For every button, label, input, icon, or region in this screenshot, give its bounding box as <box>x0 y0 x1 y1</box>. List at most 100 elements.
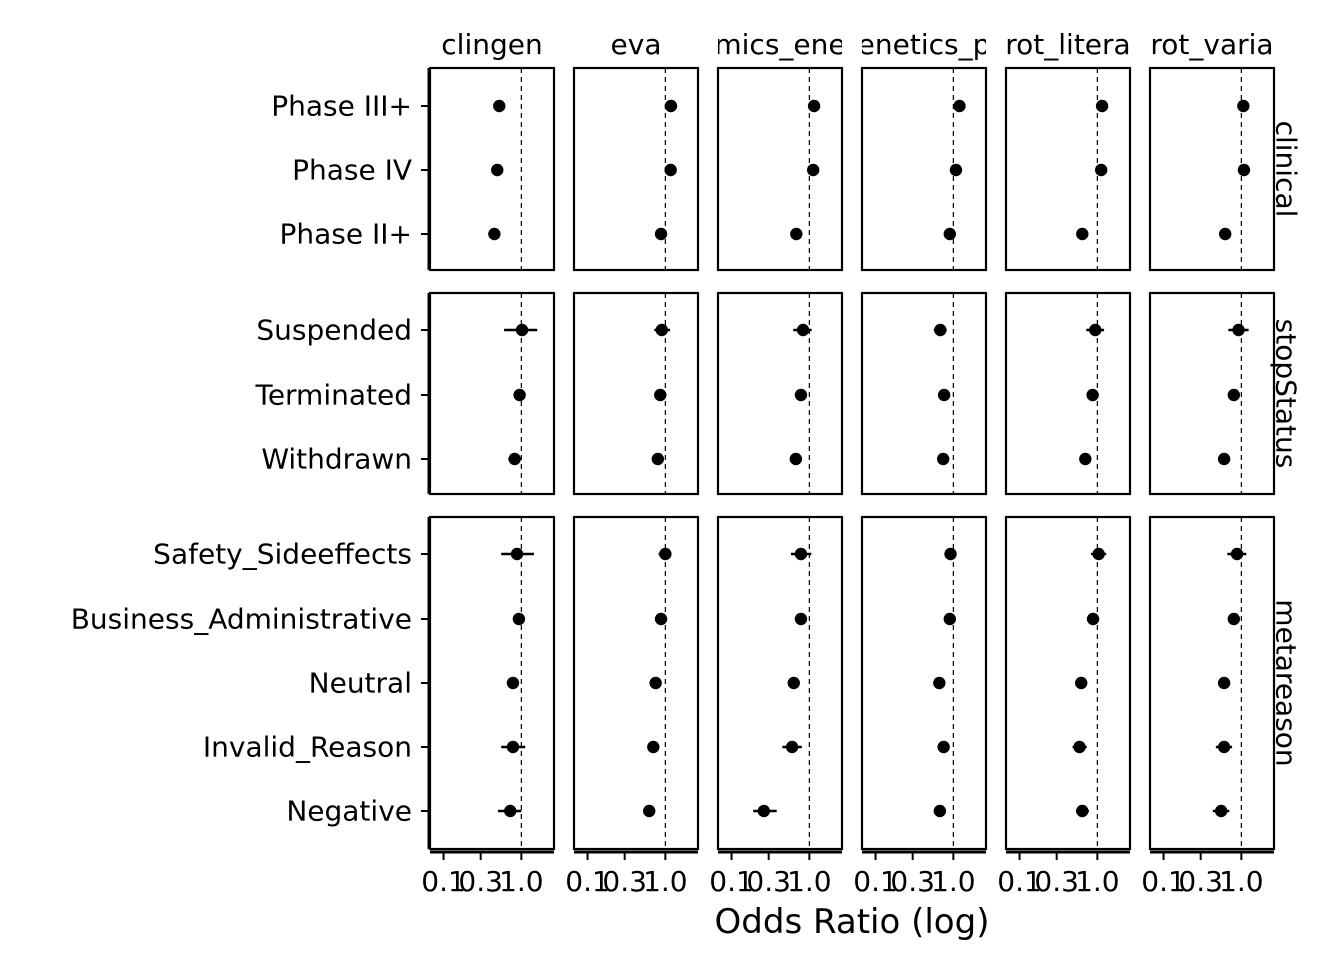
odds-ratio-point <box>1089 323 1102 337</box>
odds-ratio-point <box>493 99 506 113</box>
panel <box>1004 291 1132 496</box>
odds-ratio-point <box>937 388 951 402</box>
odds-ratio-point <box>664 99 678 113</box>
odds-ratio-point <box>1214 804 1228 818</box>
odds-ratio-point <box>949 163 963 177</box>
odds-ratio-point <box>515 323 529 337</box>
row-strip-label: metareason <box>1270 599 1303 766</box>
category-axis-labels: Phase III+ Phase IV Phase II+ Suspended Term… <box>71 90 429 828</box>
odds-ratio-point <box>506 740 520 754</box>
row-strip-label: clinical <box>1270 121 1303 218</box>
odds-ratio-point <box>1237 99 1250 113</box>
panel-frame <box>1148 291 1276 496</box>
x-tick-label: 0.3 <box>1178 865 1223 898</box>
odds-ratio-point <box>933 676 946 690</box>
panel-frame <box>1004 66 1132 272</box>
panel <box>1148 66 1276 272</box>
odds-ratio-point <box>943 227 956 241</box>
panel-grid <box>427 66 1276 851</box>
column-strip-label: enetics_p <box>858 28 991 61</box>
odds-ratio-point <box>654 388 667 402</box>
odds-ratio-point <box>1094 163 1108 177</box>
odds-ratio-point <box>933 804 947 818</box>
panel <box>716 66 844 272</box>
panel-frame <box>1148 66 1276 272</box>
panel <box>716 291 844 496</box>
x-tick-label: 1.0 <box>931 865 976 898</box>
odds-ratio-point <box>1086 612 1100 626</box>
odds-ratio-point <box>491 163 504 177</box>
odds-ratio-point <box>1230 547 1244 561</box>
x-tick-label: 0.3 <box>746 865 791 898</box>
panel-frame <box>1004 291 1132 496</box>
odds-ratio-point <box>794 547 808 561</box>
odds-ratio-point <box>1086 388 1099 402</box>
odds-ratio-point <box>796 323 810 337</box>
panel <box>572 291 700 496</box>
panel-frame <box>716 66 844 272</box>
odds-ratio-point <box>789 452 803 466</box>
category-label: Phase III+ <box>271 90 412 123</box>
odds-ratio-point <box>936 452 950 466</box>
column-strip-label: mics_ene <box>714 28 845 61</box>
category-label: Business_Administrative <box>71 603 412 636</box>
category-label: Phase IV <box>292 154 412 187</box>
panel <box>860 515 988 851</box>
odds-ratio-point <box>504 804 517 818</box>
x-tick-label: 0.3 <box>602 865 647 898</box>
panel <box>427 515 556 851</box>
x-axis-ticks: 0.10.31.0 0.10.31.0 0.10.31.0 0.10.31.0 0.10… <box>421 850 1274 898</box>
odds-ratio-point <box>506 676 520 690</box>
odds-ratio-point <box>1092 547 1105 561</box>
panel <box>716 515 844 851</box>
odds-ratio-point <box>794 612 808 626</box>
odds-ratio-point <box>934 323 947 337</box>
panel-frame <box>428 291 556 496</box>
x-tick-label: 0.1 <box>853 865 898 898</box>
panel <box>572 515 700 851</box>
category-label: Phase II+ <box>280 218 412 251</box>
odds-ratio-point <box>1227 388 1241 402</box>
x-tick-label: 0.1 <box>1141 865 1186 898</box>
column-strip-label: clingen <box>441 28 542 61</box>
odds-ratio-point <box>1073 740 1086 754</box>
odds-ratio-point <box>1219 227 1232 241</box>
column-strip-label: rot_litera <box>1005 28 1130 61</box>
category-label: Withdrawn <box>261 443 412 476</box>
odds-ratio-point <box>488 227 501 241</box>
odds-ratio-point <box>664 163 677 177</box>
panel <box>427 66 556 272</box>
x-tick-label: 1.0 <box>643 865 688 898</box>
panel-frame <box>1004 515 1132 851</box>
category-label: Neutral <box>309 667 412 700</box>
odds-ratio-point <box>508 452 521 466</box>
row-strip-labels: clinical stopStatus metareason <box>1270 121 1303 767</box>
panel-frame <box>572 291 700 496</box>
panel <box>1148 291 1276 496</box>
odds-ratio-point <box>1217 676 1231 690</box>
odds-ratio-point <box>513 388 526 402</box>
odds-ratio-point <box>649 676 662 690</box>
odds-ratio-point <box>654 227 668 241</box>
odds-ratio-point <box>510 547 524 561</box>
odds-ratio-point <box>643 804 656 818</box>
category-label: Suspended <box>256 314 412 347</box>
odds-ratio-point <box>794 388 808 402</box>
panel <box>860 66 988 272</box>
odds-ratio-point <box>953 99 966 113</box>
column-strip-label: rot_varia <box>1150 28 1273 61</box>
panel <box>1004 515 1132 851</box>
odds-ratio-point <box>654 612 668 626</box>
odds-ratio-point <box>1237 163 1251 177</box>
x-tick-label: 0.3 <box>1034 865 1079 898</box>
x-tick-label: 1.0 <box>499 865 544 898</box>
x-axis-title: Odds Ratio (log) <box>715 902 990 942</box>
x-tick-label: 0.3 <box>890 865 935 898</box>
category-label: Negative <box>286 795 412 828</box>
odds-ratio-point <box>1227 612 1241 626</box>
panel <box>1004 66 1132 272</box>
odds-ratio-point <box>785 740 799 754</box>
odds-ratio-point <box>806 163 820 177</box>
odds-ratio-point <box>943 612 956 626</box>
odds-ratio-point <box>659 547 672 561</box>
